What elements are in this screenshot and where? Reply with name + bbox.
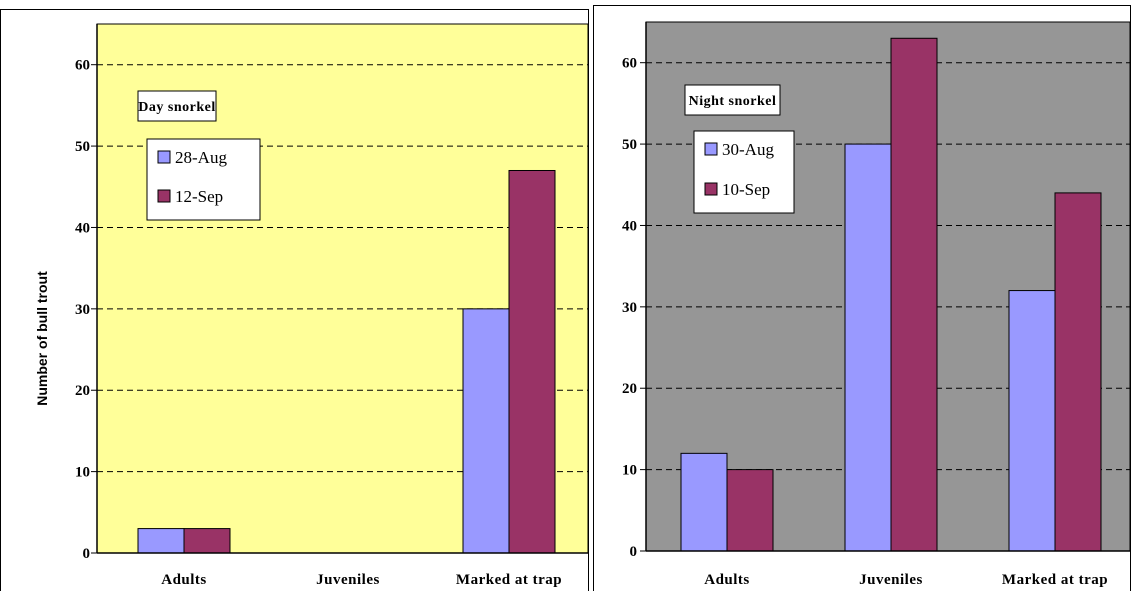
- bar-30-Aug: [680, 452, 728, 552]
- y-tick-label: 60: [622, 56, 637, 72]
- bar-12-Sep: [508, 169, 556, 554]
- bar-30-Aug: [844, 143, 892, 552]
- legend-swatch: [704, 142, 718, 156]
- chart-panel-1: 0 10 20 30 40 50 60 Adults Juveniles Marked at tr…: [34, 23, 589, 588]
- x-category-label: Adults: [161, 572, 207, 588]
- chart-title: Night snorkel: [689, 94, 777, 109]
- y-tick-label: 20: [75, 383, 90, 399]
- chart-title-box: [137, 90, 217, 122]
- legend-swatch: [157, 189, 171, 203]
- chart-title-box: [684, 84, 781, 116]
- bar-12-Sep: [183, 528, 231, 554]
- y-tick-label: 0: [630, 544, 638, 560]
- y-tick-label: 40: [622, 218, 637, 234]
- chart-panel-2: 0 10 20 30 40 50 60 Adults Juveniles Marked at tr…: [622, 21, 1131, 588]
- y-tick-label: 40: [75, 220, 90, 236]
- y-tick-label: 30: [75, 302, 90, 318]
- bar-10-Sep: [726, 469, 774, 552]
- x-category-label: Adults: [704, 572, 750, 588]
- legend-label: 10-Sep: [722, 180, 770, 199]
- bar-10-Sep: [1054, 192, 1102, 552]
- legend-label: 12-Sep: [175, 187, 223, 206]
- legend-label: 28-Aug: [175, 148, 227, 167]
- bar-10-Sep: [890, 37, 938, 552]
- bar-28-Aug: [462, 308, 510, 554]
- y-tick-label: 50: [622, 137, 637, 153]
- y-tick-label: 0: [83, 546, 91, 562]
- y-tick-label: 10: [75, 465, 90, 481]
- x-category-label: Juveniles: [316, 572, 380, 588]
- y-tick-label: 50: [75, 139, 90, 155]
- y-tick-label: 10: [622, 463, 637, 479]
- legend-swatch: [704, 182, 718, 196]
- y-tick-label: 20: [622, 381, 637, 397]
- bar-30-Aug: [1008, 290, 1056, 552]
- legend-label: 30-Aug: [722, 140, 774, 159]
- x-category-label: Marked at trap: [1002, 572, 1108, 588]
- x-category-label: Juveniles: [859, 572, 923, 588]
- y-tick-label: 60: [75, 58, 90, 74]
- legend-swatch: [157, 150, 171, 164]
- y-tick-label: 30: [622, 300, 637, 316]
- bar-28-Aug: [137, 528, 185, 554]
- chart-title: Day snorkel: [138, 100, 215, 115]
- y-axis-label: Number of bull trout: [34, 271, 50, 406]
- x-category-label: Marked at trap: [456, 572, 562, 588]
